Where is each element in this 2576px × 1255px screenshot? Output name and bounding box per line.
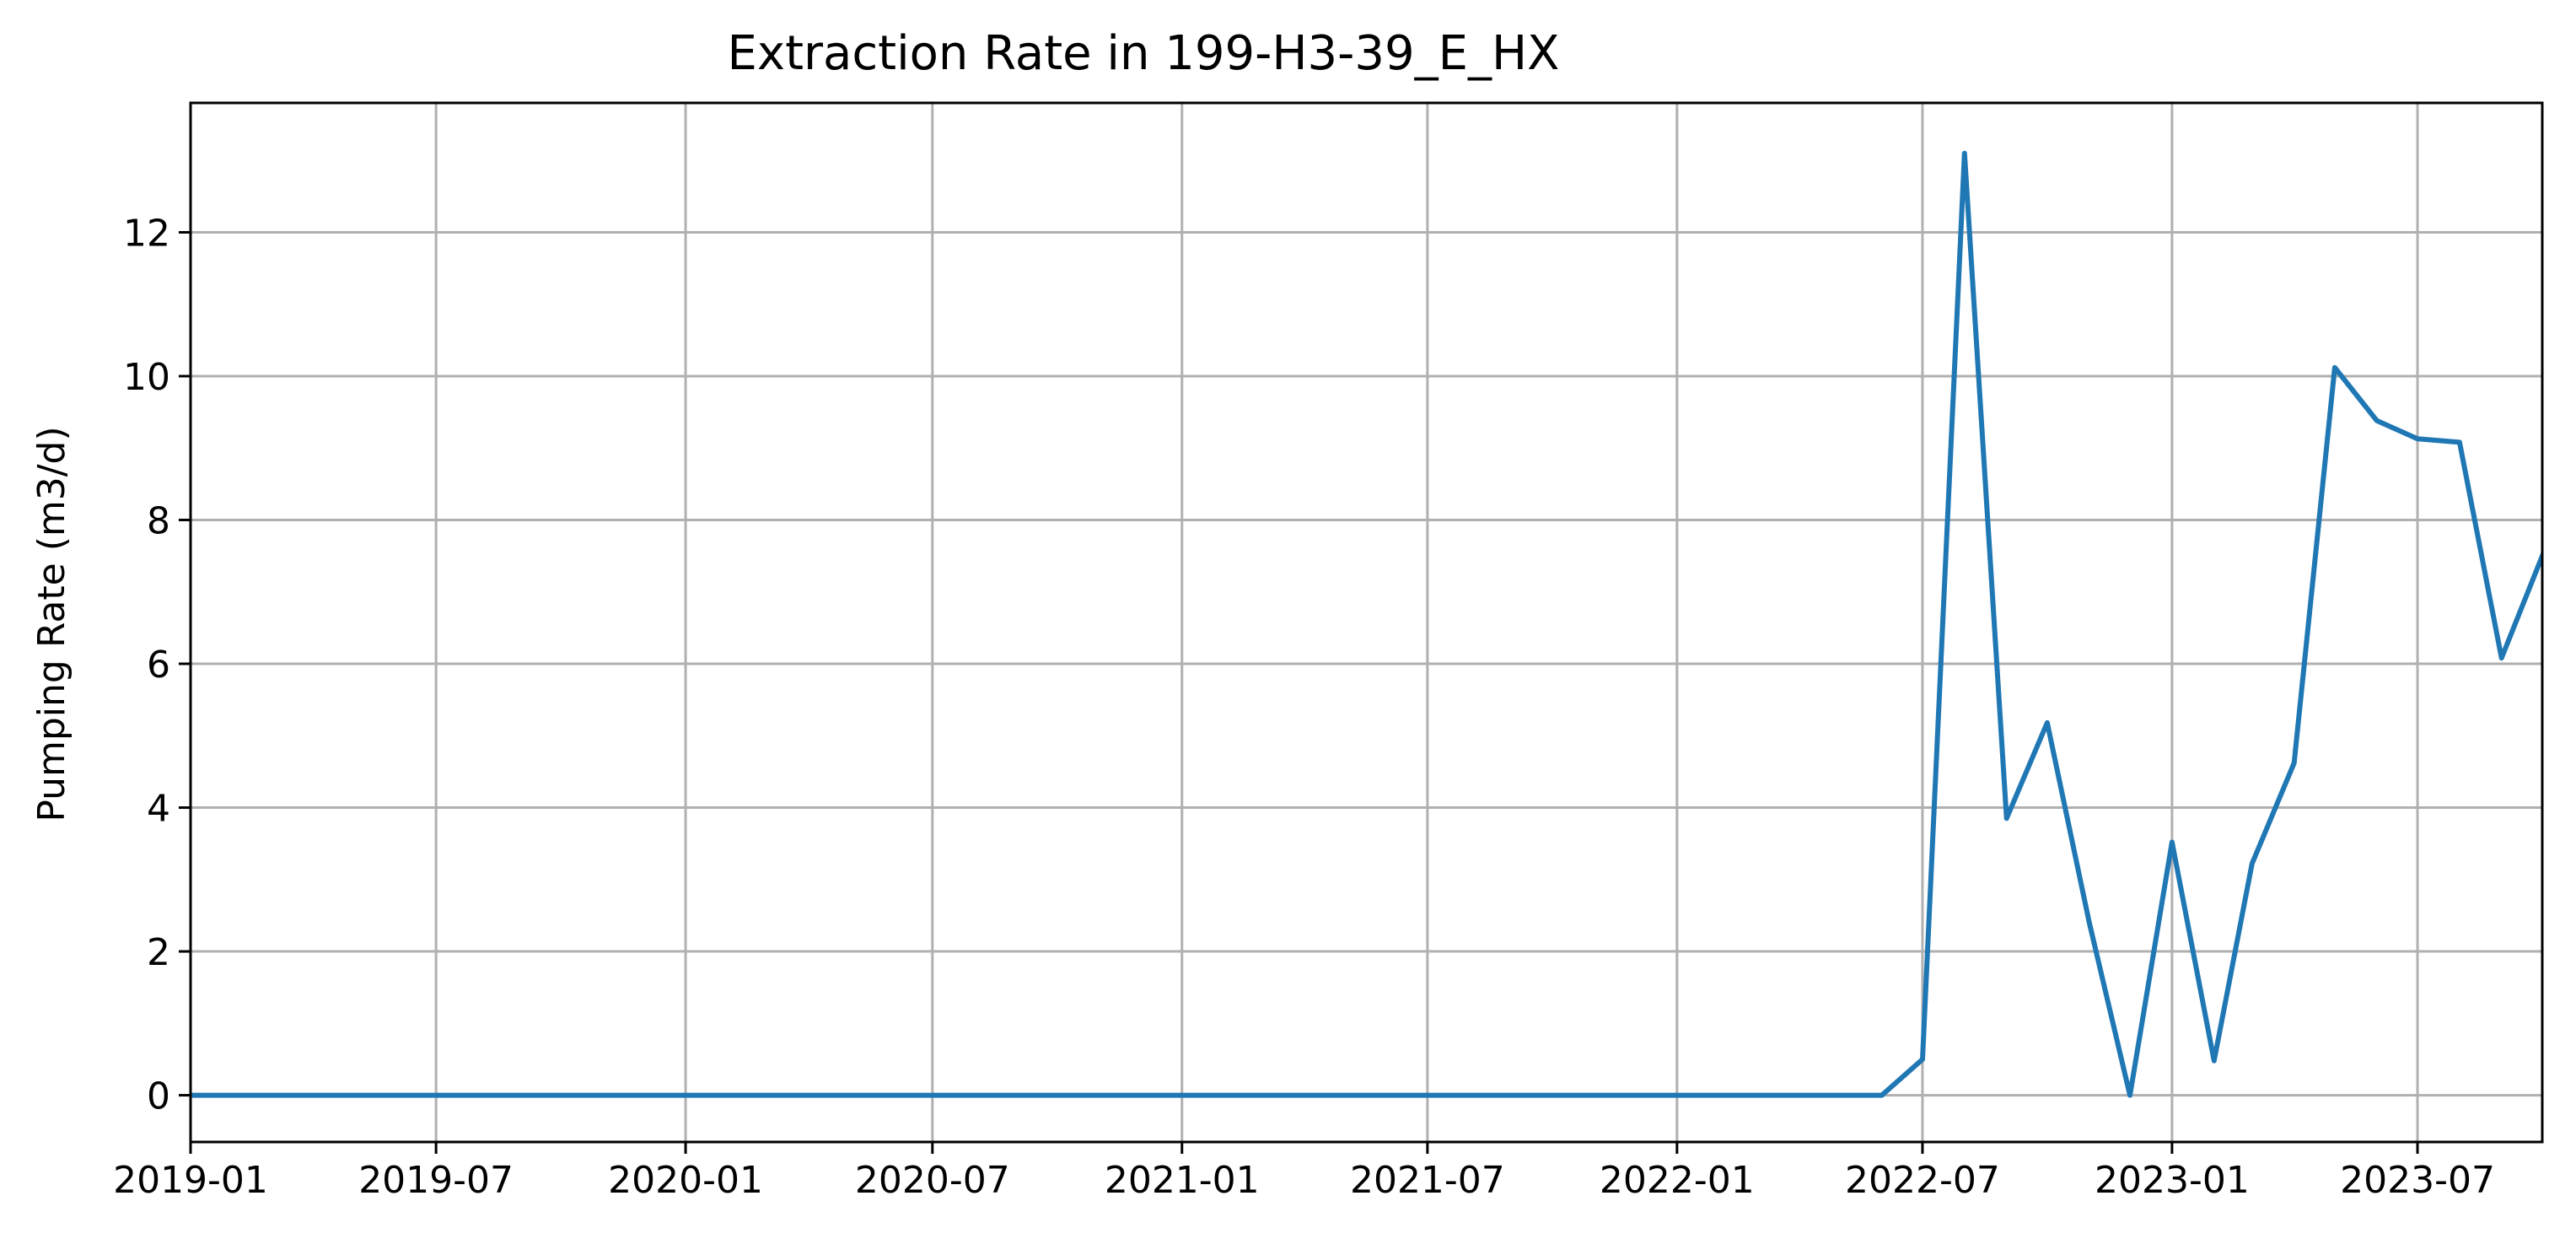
axes-frame	[189, 101, 2544, 1144]
y-tick-label: 2	[147, 931, 170, 974]
x-tick-label: 2020-07	[855, 1159, 1010, 1202]
y-tick-label: 12	[123, 212, 170, 255]
y-tick-label: 0	[147, 1075, 170, 1118]
y-axis-label: Pumping Rate (m3/d)	[30, 426, 73, 821]
x-tick-label: 2019-07	[358, 1159, 514, 1202]
x-tick-label: 2023-07	[2340, 1159, 2495, 1202]
x-tick-label: 2021-07	[1350, 1159, 1505, 1202]
x-tick-label: 2023-01	[2095, 1159, 2250, 1202]
grid-lines	[189, 103, 2542, 1142]
x-tick-label: 2019-01	[113, 1159, 268, 1202]
series-line-0	[191, 150, 2542, 1098]
y-tick-label: 8	[147, 500, 170, 543]
x-tick-label: 2022-01	[1600, 1159, 1755, 1202]
plot-area	[191, 150, 2542, 1098]
y-tick-label: 10	[123, 356, 170, 399]
y-tick-label: 4	[147, 788, 170, 831]
y-axis-ticks: 0 2 4 6 8 10 12	[123, 212, 191, 1118]
x-tick-label: 2021-01	[1105, 1159, 1260, 1202]
x-tick-label: 2022-07	[1845, 1159, 2000, 1202]
chart-title: Extraction Rate in 199-H3-39_E_HX	[728, 26, 1560, 81]
y-tick-label: 6	[147, 644, 170, 687]
x-axis-ticks: 2019-01 2019-07 2020-01 2020-07 2021-01 2021-…	[113, 1142, 2495, 1202]
x-tick-label: 2020-01	[608, 1159, 763, 1202]
